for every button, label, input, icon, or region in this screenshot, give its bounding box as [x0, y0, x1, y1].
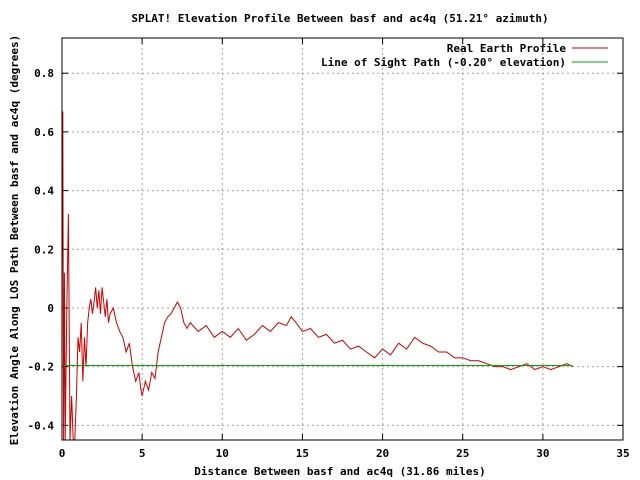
- y-tick-label: -0.2: [28, 361, 55, 374]
- plot-area: [62, 111, 573, 440]
- x-tick-label: 25: [456, 447, 469, 460]
- x-tick-label: 10: [216, 447, 229, 460]
- y-tick-label: 0: [47, 302, 54, 315]
- x-tick-label: 0: [59, 447, 66, 460]
- y-axis-label: Elevation Angle Along LOS Path Between b…: [8, 35, 21, 446]
- x-tick-label: 15: [296, 447, 309, 460]
- plot-frame: [61, 37, 624, 441]
- legend-label-real-earth: Real Earth Profile: [447, 42, 567, 55]
- legend-label-line-of-sight: Line of Sight Path (-0.20° elevation): [321, 56, 566, 69]
- x-axis-label: Distance Between basf and ac4q (31.86 mi…: [194, 465, 485, 478]
- chart-title: SPLAT! Elevation Profile Between basf an…: [131, 12, 548, 25]
- y-tick-label: 0.2: [34, 243, 54, 256]
- y-tick-label: 0.6: [34, 126, 54, 139]
- y-tick-label: 0.4: [34, 185, 54, 198]
- series-real-earth-profile-line: [62, 111, 573, 440]
- x-tick-label: 5: [139, 447, 146, 460]
- x-tick-label: 20: [376, 447, 389, 460]
- legend: Real Earth Profile Line of Sight Path (-…: [321, 42, 608, 69]
- x-tick-label: 35: [616, 447, 629, 460]
- axis-ticks: 0 5 10 15 20 25 30 35 -0.4 -0.2 0 0.2 0.4 0.6 0.8: [28, 38, 630, 460]
- grid: [62, 38, 623, 440]
- x-tick-label: 30: [536, 447, 549, 460]
- y-tick-label: 0.8: [34, 67, 54, 80]
- y-tick-label: -0.4: [28, 419, 55, 432]
